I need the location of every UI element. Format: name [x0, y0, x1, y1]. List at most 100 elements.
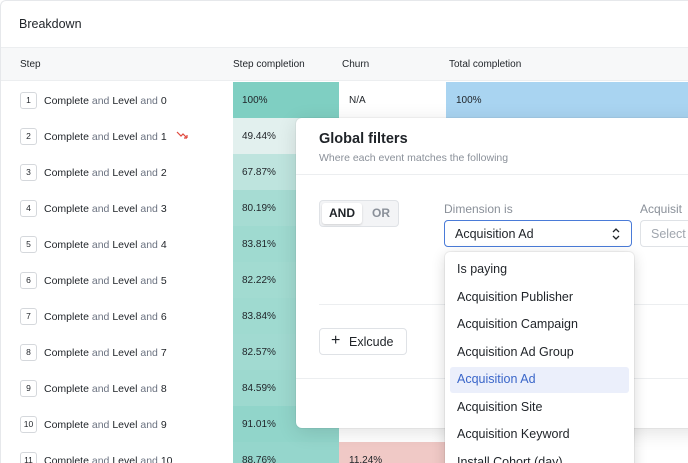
step-conj: and: [140, 203, 158, 215]
step-event: Complete: [44, 131, 89, 143]
table-row[interactable]: 11 Complete and Level and 10 88.76% 11.24%: [1, 442, 688, 463]
step-conj: and: [140, 419, 158, 431]
step-name: Complete and Level and 4: [44, 239, 167, 251]
step-value: 10: [160, 455, 173, 463]
dropdown-option[interactable]: Acquisition Ad: [450, 367, 629, 393]
step-event: Complete: [44, 275, 89, 287]
step-value: 4: [160, 239, 167, 251]
step-completion-value: 82.57%: [242, 347, 276, 358]
step-event: Complete: [44, 167, 89, 179]
step-property: Level: [112, 419, 138, 431]
step-completion-value: 84.59%: [242, 383, 276, 394]
churn-value: N/A: [349, 95, 366, 106]
step-number: 2: [20, 128, 37, 145]
acquisition-label: Acquisit: [640, 202, 683, 216]
step-conj: and: [140, 455, 158, 463]
step-number: 7: [20, 308, 37, 325]
step-property: Level: [112, 311, 138, 323]
dropdown-option-label: Is paying: [457, 262, 508, 276]
divider: [296, 174, 688, 175]
and-option[interactable]: AND: [322, 203, 362, 224]
step-event: Complete: [44, 239, 89, 251]
table-row[interactable]: 1 Complete and Level and 0 100% N/A 100%: [1, 82, 688, 118]
step-name: Complete and Level and 10: [44, 455, 173, 463]
step-completion-value: 83.81%: [242, 239, 276, 250]
step-value: 8: [160, 383, 167, 395]
dropdown-option[interactable]: Acquisition Ad Group: [450, 340, 629, 366]
dropdown-option-label: Acquisition Keyword: [457, 427, 570, 441]
step-conj: and: [140, 347, 158, 359]
step-completion-value: 88.76%: [242, 455, 276, 463]
step-value: 7: [160, 347, 167, 359]
step-name: Complete and Level and 9: [44, 419, 167, 431]
panel-title: Breakdown: [19, 17, 82, 31]
step-number: 9: [20, 380, 37, 397]
step-name: Complete and Level and 2: [44, 167, 167, 179]
dropdown-option[interactable]: Acquisition Publisher: [450, 285, 629, 311]
trend-down-icon: [176, 131, 188, 139]
step-completion-value: 91.01%: [242, 419, 276, 430]
step-event: Complete: [44, 383, 89, 395]
col-total-completion: Total completion: [449, 59, 522, 70]
step-conj: and: [91, 455, 110, 463]
step-property: Level: [112, 275, 138, 287]
step-property: Level: [112, 383, 138, 395]
step-value: 1: [160, 131, 167, 143]
step-property: Level: [112, 95, 138, 107]
plus-icon: +: [331, 332, 341, 349]
step-event: Complete: [44, 347, 89, 359]
step-event: Complete: [44, 203, 89, 215]
dropdown-option[interactable]: Install Cohort (day): [450, 450, 629, 463]
acquisition-value-select[interactable]: Select: [640, 220, 688, 247]
step-completion-value: 80.19%: [242, 203, 276, 214]
col-step: Step: [20, 59, 41, 70]
step-conj: and: [91, 311, 110, 323]
step-property: Level: [112, 131, 138, 143]
or-option[interactable]: OR: [372, 206, 390, 220]
step-name: Complete and Level and 0: [44, 95, 167, 107]
exclude-button[interactable]: + Exlcude: [319, 328, 407, 355]
step-conj: and: [91, 95, 110, 107]
step-value: 9: [160, 419, 167, 431]
step-number: 8: [20, 344, 37, 361]
churn-cell: 11.24%: [339, 442, 446, 463]
total-completion-value: 100%: [456, 95, 482, 106]
step-event: Complete: [44, 455, 89, 463]
and-or-toggle[interactable]: AND OR: [319, 200, 399, 227]
step-conj: and: [91, 347, 110, 359]
col-step-completion: Step completion: [233, 59, 305, 70]
total-completion-cell: 100%: [446, 82, 688, 118]
step-property: Level: [112, 455, 138, 463]
churn-cell: N/A: [339, 82, 446, 118]
dimension-select[interactable]: Acquisition Ad: [444, 220, 632, 247]
step-conj: and: [140, 311, 158, 323]
step-value: 3: [160, 203, 167, 215]
updown-chevron-icon: [612, 228, 620, 240]
step-conj: and: [91, 383, 110, 395]
dropdown-option[interactable]: Acquisition Site: [450, 395, 629, 421]
step-conj: and: [140, 131, 158, 143]
step-property: Level: [112, 347, 138, 359]
step-conj: and: [91, 167, 110, 179]
step-property: Level: [112, 203, 138, 215]
step-completion-cell: 100%: [233, 82, 339, 118]
dropdown-option[interactable]: Acquisition Campaign: [450, 312, 629, 338]
step-conj: and: [140, 275, 158, 287]
step-name: Complete and Level and 1: [44, 131, 167, 143]
step-event: Complete: [44, 95, 89, 107]
dropdown-option[interactable]: Is paying: [450, 257, 629, 283]
step-property: Level: [112, 167, 138, 179]
acquisition-select-placeholder: Select: [651, 227, 686, 241]
dimension-select-value: Acquisition Ad: [455, 227, 534, 241]
step-number: 4: [20, 200, 37, 217]
step-name: Complete and Level and 5: [44, 275, 167, 287]
step-value: 2: [160, 167, 167, 179]
step-completion-value: 83.84%: [242, 311, 276, 322]
dropdown-option[interactable]: Acquisition Keyword: [450, 422, 629, 448]
dropdown-option-label: Acquisition Campaign: [457, 317, 578, 331]
col-churn: Churn: [342, 59, 370, 70]
dropdown-option-label: Acquisition Site: [457, 399, 543, 414]
step-name: Complete and Level and 6: [44, 311, 167, 323]
dimension-dropdown-menu: Is paying Acquisition Publisher Acquisitio…: [445, 252, 634, 463]
modal-subtitle: Where each event matches the following: [319, 152, 509, 164]
